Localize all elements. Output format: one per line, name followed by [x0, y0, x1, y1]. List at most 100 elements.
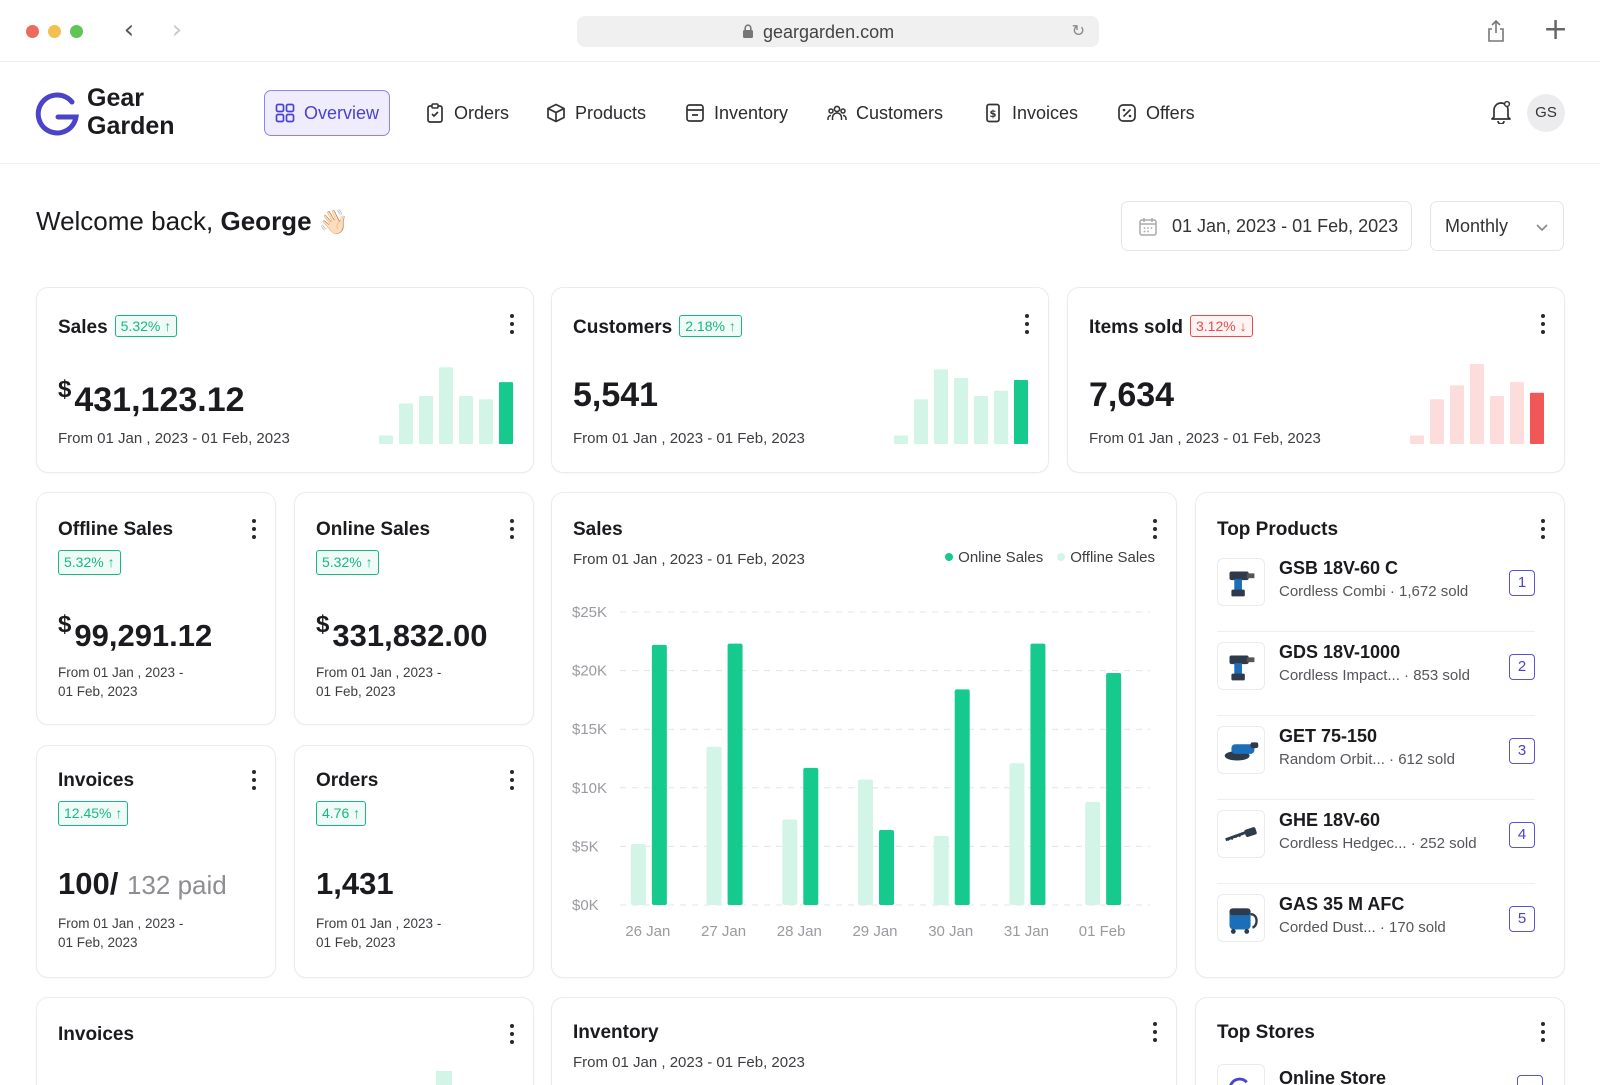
online-sales-bar[interactable] [1030, 643, 1046, 905]
x-tick-label: 31 Jan [1004, 923, 1049, 940]
y-tick-label: $20K [572, 663, 607, 680]
forward-arrow-icon[interactable]: › [171, 15, 183, 45]
period-select[interactable]: Monthly [1430, 201, 1564, 251]
nav-customers[interactable]: Customers [827, 90, 943, 136]
drill-icon [1217, 558, 1265, 606]
spark-bar [1450, 385, 1464, 444]
offline-sales-bar[interactable] [630, 844, 646, 905]
offline-sales-bar[interactable] [858, 779, 873, 905]
items-sold-range: From 01 Jan , 2023 - 01 Feb, 2023 [1089, 430, 1321, 447]
user-avatar[interactable]: GS [1527, 94, 1565, 132]
url-text: geargarden.com [763, 22, 895, 42]
rank-badge: 5 [1509, 906, 1535, 932]
product-row[interactable]: GDS 18V-1000 Cordless Impact... · 853 so… [1217, 632, 1535, 716]
offline-sales-bar[interactable] [1085, 801, 1101, 905]
more-options-icon[interactable] [1152, 1022, 1158, 1042]
spark-bar [1410, 435, 1424, 444]
back-arrow-icon[interactable]: ‹ [123, 15, 135, 45]
online-sales-bar[interactable] [1106, 672, 1122, 905]
welcome-heading: Welcome back, George 👋🏻 [36, 206, 349, 236]
invoices-card: Invoices 12.45% ↑ 100/ 132 paid From 01 … [36, 745, 276, 978]
x-tick-label: 27 Jan [701, 923, 746, 940]
more-options-icon[interactable] [251, 519, 257, 539]
date-range-picker[interactable]: 01 Jan, 2023 - 01 Feb, 2023 [1121, 201, 1412, 251]
product-row[interactable]: GHE 18V-60 Cordless Hedgec... · 252 sold… [1217, 800, 1535, 884]
online-sales-bar[interactable] [727, 643, 743, 905]
more-options-icon[interactable] [251, 770, 257, 790]
address-bar[interactable]: geargarden.com ↻ [577, 16, 1099, 47]
invoices-badge: 12.45% ↑ [58, 801, 129, 826]
product-row[interactable]: GET 75-150 Random Orbit... · 612 sold 3 [1217, 716, 1535, 800]
product-row[interactable]: GAS 35 M AFC Corded Dust... · 170 sold 5 [1217, 884, 1535, 968]
sales-value: $431,123.12 [58, 376, 245, 419]
sales-sparkline [379, 367, 513, 444]
nav-products[interactable]: Products [546, 90, 646, 136]
notification-bell-icon[interactable] [1490, 100, 1512, 124]
users-icon [827, 105, 847, 120]
nav-overview[interactable]: Overview [264, 90, 391, 136]
spark-bar [1490, 396, 1504, 444]
more-options-icon[interactable] [509, 314, 515, 334]
spark-bar [934, 369, 948, 444]
browser-toolbar: ‹ › geargarden.com ↻ + [0, 0, 1600, 62]
online-sales-bar[interactable] [651, 644, 667, 905]
inventory-icon [686, 104, 704, 122]
rank-badge: 3 [1509, 738, 1535, 764]
gear-garden-logo-icon [35, 92, 79, 136]
nav-invoices[interactable]: $ Invoices [983, 90, 1078, 136]
y-tick-label: $0K [572, 897, 599, 914]
spark-bar [419, 396, 433, 444]
drill-icon [1217, 642, 1265, 690]
top-products-card: Top Products GSB 18V-60 C Cordless Combi… [1195, 492, 1565, 978]
more-options-icon[interactable] [1540, 314, 1546, 334]
store-name: Online Store [1279, 1068, 1387, 1085]
more-options-icon[interactable] [1152, 519, 1158, 539]
items-sold-sparkline [1410, 364, 1544, 444]
window-minimize-button[interactable] [48, 25, 61, 38]
new-tab-icon[interactable]: + [1543, 12, 1569, 47]
window-zoom-button[interactable] [70, 25, 83, 38]
invoice-icon: $ [986, 103, 1000, 123]
online-sales-bar[interactable] [803, 767, 819, 905]
offline-sales-bar[interactable] [933, 835, 949, 905]
invoices-value: 100/ 132 paid [58, 866, 227, 901]
rank-badge [1517, 1075, 1543, 1085]
legend-online-sales[interactable]: Online Sales [945, 549, 1043, 566]
nav-inventory[interactable]: Inventory [685, 90, 788, 136]
offline-sales-bar[interactable] [782, 819, 798, 905]
app-header: Gear Garden Overview Orders Products Inv… [0, 62, 1600, 164]
customers-range: From 01 Jan , 2023 - 01 Feb, 2023 [573, 430, 805, 447]
hedge-trimmer-icon [1217, 810, 1265, 858]
sales-bar-chart: $0K $5K $10K $15K $20K $25K 26 Jan 27 Jan 28 Jan… [572, 604, 1150, 940]
orders-range: From 01 Jan , 2023 -01 Feb, 2023 [316, 916, 442, 950]
window-close-button[interactable] [26, 25, 39, 38]
more-options-icon[interactable] [1024, 314, 1030, 334]
rank-badge: 2 [1509, 654, 1535, 680]
more-options-icon[interactable] [1540, 519, 1546, 539]
online-sales-card: Online Sales 5.32% ↑ $331,832.00 From 01… [294, 492, 534, 725]
more-options-icon[interactable] [1540, 1022, 1546, 1042]
product-row[interactable]: GSB 18V-60 C Cordless Combi · 1,672 sold… [1217, 548, 1535, 632]
more-options-icon[interactable] [509, 519, 515, 539]
offline-sales-bar[interactable] [1009, 763, 1025, 905]
online-sales-value: $331,832.00 [316, 611, 488, 653]
waving-hand-icon: 👋🏻 [318, 208, 349, 236]
x-tick-label: 30 Jan [928, 923, 973, 940]
online-sales-bar[interactable] [954, 689, 970, 905]
clipboard-icon [427, 103, 443, 123]
x-tick-label: 26 Jan [625, 923, 670, 940]
legend-offline-sales[interactable]: Offline Sales [1057, 549, 1155, 566]
online-sales-bar[interactable] [879, 829, 894, 905]
spark-bar [1014, 380, 1028, 444]
reload-icon[interactable]: ↻ [1071, 21, 1085, 40]
more-options-icon[interactable] [509, 770, 515, 790]
offline-sales-badge: 5.32% ↑ [58, 550, 121, 575]
chart-legend: Online Sales Offline Sales [945, 549, 1155, 566]
nav-offers[interactable]: Offers [1117, 90, 1195, 136]
nav-orders[interactable]: Orders [425, 90, 509, 136]
more-options-icon[interactable] [509, 1024, 515, 1044]
offline-sales-bar[interactable] [706, 746, 722, 905]
orders-badge: 4.76 ↑ [316, 801, 367, 826]
chevron-down-icon [1536, 224, 1548, 232]
share-icon[interactable] [1487, 20, 1505, 42]
